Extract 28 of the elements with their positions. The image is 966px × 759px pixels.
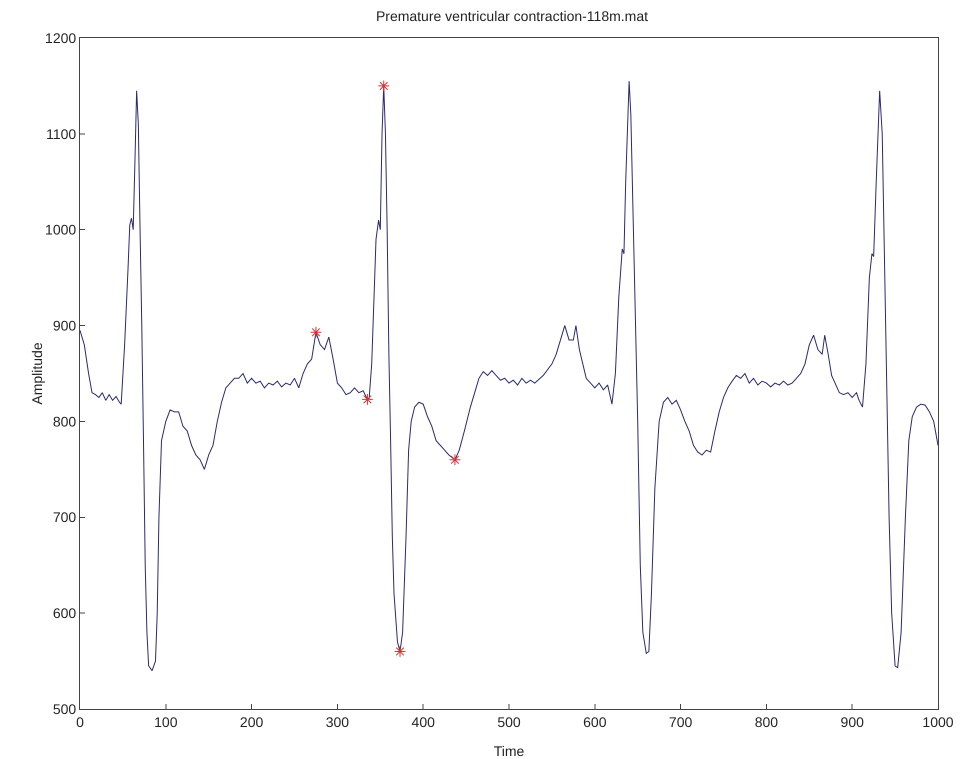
y-tick-label: 600 [52, 605, 76, 622]
x-tick-label: 100 [154, 714, 178, 730]
x-tick-label: 300 [326, 714, 350, 730]
x-tick-label: 700 [668, 714, 692, 730]
point [378, 80, 390, 92]
x-tick-label: 500 [497, 714, 521, 730]
y-tick-label: 1000 [45, 222, 76, 238]
point [310, 326, 322, 338]
x-tick-label: 900 [840, 714, 864, 730]
x-tick-label: 600 [583, 714, 607, 730]
point [449, 454, 461, 466]
chart-title: Premature ventricular contraction-118m.mat [376, 8, 648, 24]
line-series [80, 80, 938, 672]
x-tick-label: 800 [754, 714, 778, 730]
y-tick-label: 700 [52, 509, 76, 526]
y-tick-label: 1100 [46, 126, 76, 142]
y-tick-label: 500 [52, 700, 76, 717]
x-tick-label: 1000 [922, 714, 954, 730]
point [394, 646, 406, 658]
x-tick-label: 0 [76, 714, 84, 730]
y-axis-title: Amplitude [29, 342, 45, 405]
y-tick-label: 900 [52, 317, 76, 334]
point [362, 393, 374, 406]
y-tick-label: 1200 [45, 30, 76, 46]
x-tick-label: 200 [240, 714, 264, 730]
x-tick-label: 400 [412, 714, 436, 730]
x-axis-title: Time [494, 743, 525, 759]
y-tick-label: 800 [52, 413, 76, 430]
